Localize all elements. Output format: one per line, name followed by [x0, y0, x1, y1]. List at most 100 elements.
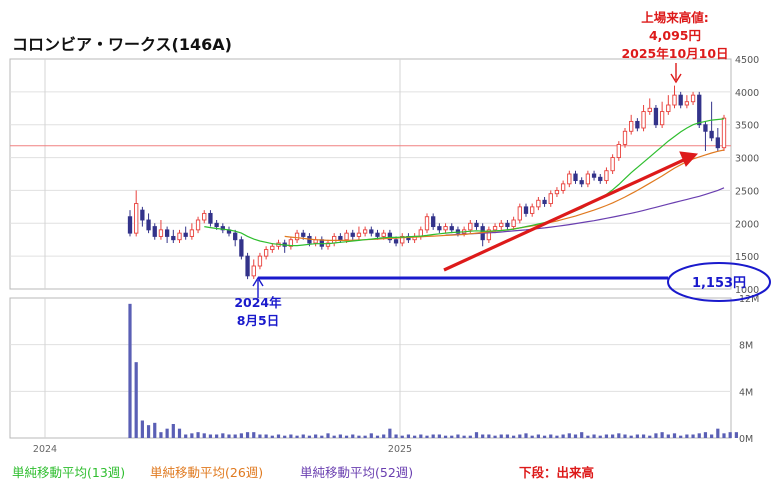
- volume-tick-label: 4M: [739, 387, 753, 398]
- candle-body: [666, 104, 671, 113]
- volume-bar: [623, 434, 627, 438]
- volume-bar: [648, 435, 652, 438]
- x-tick-label: 2025: [388, 444, 412, 455]
- volume-bar: [499, 434, 503, 438]
- volume-bar: [456, 434, 460, 438]
- volume-bar: [344, 435, 349, 438]
- volume-bar: [413, 435, 417, 438]
- volume-bar: [462, 435, 466, 438]
- candle-body: [486, 229, 492, 241]
- candle-body: [189, 229, 195, 237]
- volume-bar: [611, 434, 615, 438]
- candle-body: [492, 226, 498, 231]
- volume-bar: [295, 435, 299, 438]
- candle-body: [177, 232, 182, 241]
- volume-bar: [171, 424, 175, 438]
- candle-body: [659, 111, 665, 126]
- volume-bar: [233, 434, 237, 438]
- candle-body: [548, 193, 553, 205]
- volume-bar: [388, 428, 392, 438]
- candle-body: [672, 94, 677, 106]
- volume-bar: [400, 435, 404, 438]
- volume-bar: [679, 435, 683, 438]
- volume-bar: [722, 433, 726, 438]
- all-time-high-price: 4,095円: [649, 28, 701, 43]
- candle-body: [220, 226, 225, 231]
- candle-body: [431, 216, 436, 228]
- candle-body: [443, 226, 448, 231]
- volume-bar: [604, 434, 609, 438]
- candle-body: [635, 120, 640, 129]
- volume-bar: [629, 435, 633, 438]
- candle-body: [127, 216, 133, 234]
- volume-bar: [666, 434, 670, 438]
- volume-panel: [9, 297, 732, 439]
- volume-bar: [221, 433, 225, 438]
- volume-bar: [351, 434, 355, 438]
- volume-bar: [672, 433, 677, 438]
- volume-bar: [270, 435, 274, 438]
- price-tick-label: 3500: [735, 121, 759, 132]
- candle-body: [375, 232, 380, 237]
- candle-body: [183, 232, 188, 237]
- candle-body: [319, 239, 324, 247]
- volume-bar: [716, 428, 720, 438]
- x-tick-label: 2024: [33, 444, 57, 455]
- volume-bar: [301, 434, 305, 438]
- low-date-day: 8月5日: [237, 313, 279, 328]
- candle-body: [560, 183, 566, 191]
- candle-body: [653, 107, 659, 126]
- price-tick-label: 1500: [735, 252, 759, 263]
- candle-body: [393, 239, 399, 244]
- ma52-line: [445, 187, 725, 236]
- volume-bar: [481, 434, 485, 438]
- candle-body: [709, 130, 714, 139]
- candle-body: [641, 111, 646, 129]
- candle-body: [152, 226, 157, 237]
- candle-body: [622, 130, 628, 145]
- candle-body: [579, 180, 584, 185]
- volume-bar: [660, 432, 664, 438]
- volume-bar: [375, 435, 380, 438]
- volume-bar: [592, 434, 596, 438]
- volume-tick-label: 8M: [739, 341, 753, 352]
- candle-body: [171, 235, 176, 241]
- volume-bar: [332, 435, 336, 438]
- volume-bar: [239, 433, 243, 438]
- candle-body: [629, 120, 634, 132]
- volume-bar: [468, 435, 472, 438]
- candle-body: [449, 226, 454, 231]
- candle-body: [505, 222, 510, 228]
- candle-body: [721, 117, 727, 149]
- volume-bar: [184, 434, 188, 438]
- candle-body: [554, 189, 560, 195]
- volume-bar: [314, 434, 318, 438]
- volume-bar: [512, 435, 516, 438]
- candle-body: [517, 206, 522, 221]
- volume-bar: [493, 435, 497, 438]
- candle-body: [134, 203, 139, 234]
- all-time-high-date: 2025年10月10日: [621, 46, 728, 61]
- candle-body: [400, 235, 405, 244]
- volume-bar: [159, 432, 163, 438]
- candle-body: [387, 232, 393, 241]
- candle-body: [697, 94, 702, 126]
- price-tick-label: 3000: [735, 154, 759, 165]
- candle-body: [263, 249, 269, 257]
- candle-body: [146, 219, 151, 231]
- legend-ma13: 単純移動平均(13週): [12, 465, 126, 480]
- candle-body: [301, 232, 306, 237]
- volume-bar: [338, 434, 342, 438]
- candle-body: [158, 229, 164, 237]
- volume-bar: [635, 434, 639, 438]
- candle-body: [257, 255, 263, 267]
- volume-bar: [134, 362, 138, 438]
- legend-ma26: 単純移動平均(26週): [150, 465, 264, 480]
- candle-body: [715, 137, 720, 149]
- volume-bar: [685, 434, 689, 438]
- candle-body: [604, 170, 609, 182]
- trend-arrow-shaft: [443, 156, 689, 272]
- candle-body: [511, 219, 516, 228]
- legend-volume-panel: 下段：出来高: [519, 465, 595, 480]
- volume-bar: [691, 434, 695, 438]
